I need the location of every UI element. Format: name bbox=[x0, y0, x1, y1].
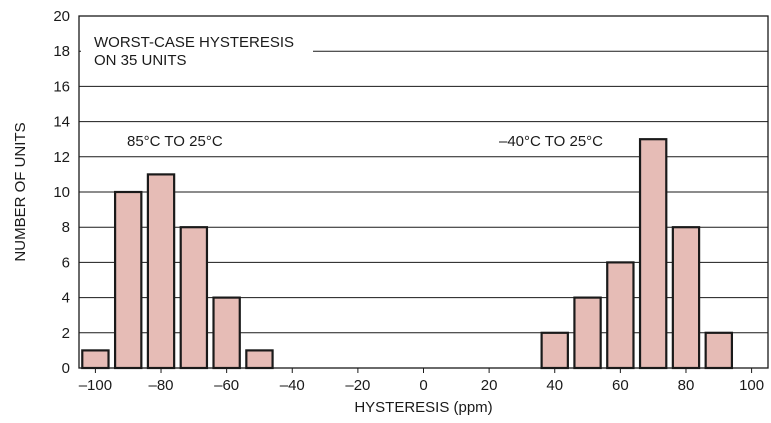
histogram-bar bbox=[245, 349, 274, 370]
x-tick-label: 0 bbox=[419, 377, 427, 394]
y-tick-label: 12 bbox=[53, 149, 70, 166]
annotation-worst-case-line2: ON 35 UNITS bbox=[94, 52, 187, 69]
histogram-bar bbox=[212, 296, 241, 370]
x-tick-label: 40 bbox=[546, 377, 563, 394]
y-tick-label: 0 bbox=[62, 360, 70, 377]
x-axis-label: HYSTERESIS (ppm) bbox=[354, 399, 492, 416]
histogram-bar bbox=[146, 173, 176, 370]
x-tick-label: –80 bbox=[149, 377, 174, 394]
x-tick-labels: –100 –80 –60 –40 –20 0 20 40 60 80 100 bbox=[79, 368, 764, 394]
x-tick-label: –20 bbox=[345, 377, 370, 394]
y-tick-label: 8 bbox=[62, 219, 70, 236]
annotation-worst-case-line1: WORST-CASE HYSTERESIS bbox=[94, 34, 294, 51]
annotation-left-group: 85°C TO 25°C bbox=[127, 133, 223, 150]
x-tick-label: –40 bbox=[280, 377, 305, 394]
histogram-bar bbox=[638, 138, 668, 370]
x-tick-label: –100 bbox=[79, 377, 112, 394]
histogram-bar bbox=[704, 331, 734, 370]
histogram-bar bbox=[540, 331, 569, 370]
y-tick-label: 2 bbox=[62, 325, 70, 342]
histogram-bar bbox=[606, 261, 635, 370]
y-axis-label: NUMBER OF UNITS bbox=[12, 122, 29, 261]
x-tick-label: –60 bbox=[214, 377, 239, 394]
y-tick-label: 10 bbox=[53, 184, 70, 201]
y-tick-label: 20 bbox=[53, 8, 70, 25]
y-tick-label: 6 bbox=[62, 254, 70, 271]
histogram-bar bbox=[113, 190, 143, 370]
y-tick-label: 16 bbox=[53, 78, 70, 95]
y-tick-labels: 0 2 4 6 8 10 12 14 16 18 20 bbox=[53, 8, 70, 377]
annotation-right-group: –40°C TO 25°C bbox=[499, 133, 603, 150]
histogram-bar bbox=[671, 226, 701, 370]
x-tick-label: 60 bbox=[612, 377, 629, 394]
bars bbox=[81, 138, 734, 370]
histogram-bar bbox=[81, 349, 110, 370]
histogram-bar bbox=[179, 226, 209, 370]
histogram-bar bbox=[573, 296, 602, 370]
x-tick-label: 80 bbox=[678, 377, 695, 394]
x-tick-label: 20 bbox=[481, 377, 498, 394]
y-tick-label: 14 bbox=[53, 114, 70, 131]
annotation-background bbox=[81, 18, 313, 70]
x-tick-label: 100 bbox=[739, 377, 764, 394]
y-tick-label: 18 bbox=[53, 43, 70, 60]
y-tick-label: 4 bbox=[62, 290, 70, 307]
